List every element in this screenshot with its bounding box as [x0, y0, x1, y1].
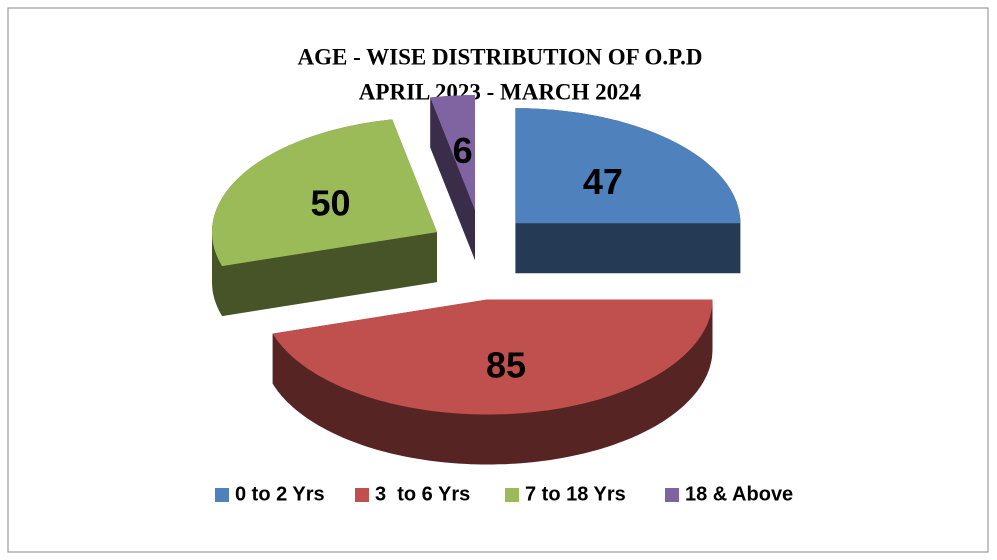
legend-label: 0 to 2 Yrs: [235, 483, 325, 505]
data-label: 47: [583, 161, 623, 202]
data-label: 50: [310, 182, 350, 223]
legend-swatch: [505, 488, 519, 502]
legend-label: 3 to 6 Yrs: [375, 483, 470, 505]
slice: [515, 108, 741, 224]
slice: [212, 119, 437, 267]
legend-swatch: [215, 488, 229, 502]
legend-swatch: [665, 488, 679, 502]
chart-title: AGE - WISE DISTRIBUTION OF O.P.D: [298, 44, 703, 69]
legend-label: 7 to 18 Yrs: [525, 483, 626, 505]
data-label: 6: [453, 130, 473, 171]
slice: [430, 95, 475, 211]
data-label: 85: [486, 345, 526, 386]
legend-swatch: [355, 488, 369, 502]
slice: [272, 299, 713, 415]
legend-label: 18 & Above: [685, 483, 793, 505]
chart-subtitle: APRIL 2023 - MARCH 2024: [359, 79, 642, 104]
